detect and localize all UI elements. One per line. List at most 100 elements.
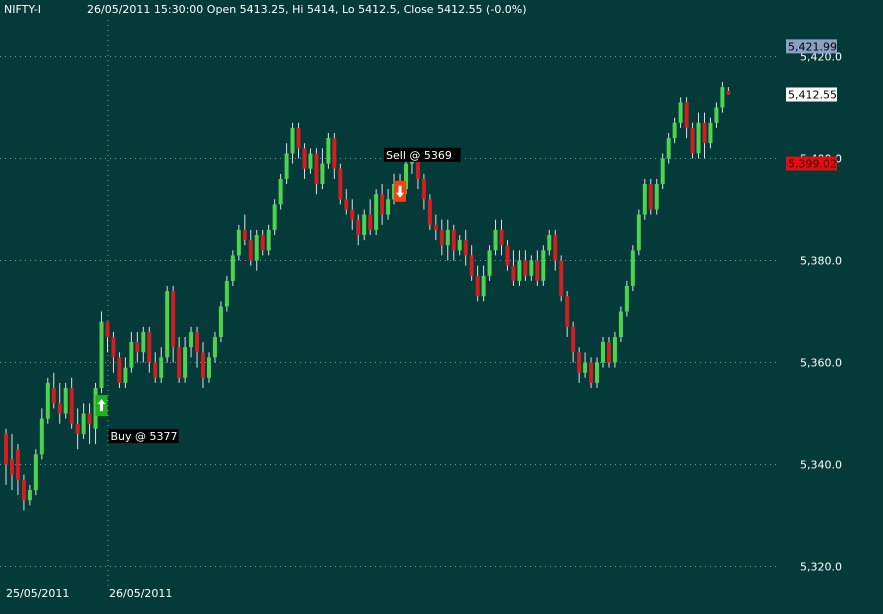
candle — [708, 117, 713, 149]
candle-body — [445, 229, 450, 246]
up-arrow-icon — [97, 399, 106, 412]
candle-body — [296, 127, 301, 149]
down-arrow-icon — [396, 185, 405, 198]
candle — [702, 112, 707, 159]
candle — [577, 347, 582, 383]
candle — [672, 117, 677, 144]
candle-body — [368, 214, 373, 230]
candle — [630, 245, 635, 292]
candle-body — [403, 163, 408, 190]
y-tick-label: 5,340.0 — [800, 459, 842, 472]
candle-body — [302, 148, 307, 169]
candle — [99, 311, 104, 394]
candle-body — [726, 90, 731, 95]
candle-body — [487, 250, 492, 276]
ohlc-info: 26/05/2011 15:30:00 Open 5413.25, Hi 541… — [87, 3, 527, 16]
candle-body — [27, 490, 32, 501]
price-marker-box — [786, 39, 837, 54]
candle — [117, 352, 122, 388]
candle-body — [332, 138, 337, 169]
candle — [523, 250, 528, 281]
candle — [260, 229, 265, 256]
candle — [499, 219, 504, 256]
candle-body — [577, 352, 582, 373]
candle-body — [4, 433, 8, 465]
price-marker-box — [786, 87, 837, 102]
candle-body — [111, 337, 116, 358]
candle-body — [230, 255, 235, 281]
candle-body — [135, 342, 140, 353]
candle — [350, 199, 355, 230]
candle-body — [224, 280, 229, 307]
candle — [57, 382, 62, 424]
candle — [123, 357, 128, 388]
candle — [201, 342, 206, 388]
candle — [386, 189, 391, 220]
candle-body — [648, 184, 653, 210]
candle — [445, 219, 450, 261]
candle — [720, 82, 725, 113]
candle — [547, 229, 552, 256]
candle — [356, 214, 361, 246]
candle — [511, 250, 516, 286]
candle — [75, 408, 80, 450]
candles — [4, 82, 731, 511]
candle-body — [386, 199, 391, 215]
candle-body — [684, 102, 689, 128]
candle — [278, 173, 283, 210]
candle-body — [195, 331, 200, 353]
candle — [69, 377, 74, 429]
candle — [601, 337, 605, 368]
candle — [284, 143, 289, 184]
candle-body — [511, 265, 516, 281]
candle-body — [624, 286, 629, 312]
candle — [159, 347, 164, 383]
buy-label: Buy @ 5377 — [108, 429, 179, 444]
candle — [606, 337, 611, 368]
candle — [535, 250, 540, 286]
candle — [266, 224, 271, 256]
candle — [380, 184, 385, 225]
candle-body — [702, 122, 707, 144]
candle-body — [350, 209, 355, 220]
candle — [648, 178, 653, 215]
candle — [51, 372, 56, 409]
candle-body — [51, 388, 56, 404]
buy-signal-icon — [95, 395, 108, 417]
candle — [242, 214, 247, 246]
candle — [362, 209, 367, 241]
candle-body — [57, 403, 62, 414]
candle-body — [69, 388, 74, 424]
candle-body — [481, 275, 486, 297]
candle — [87, 403, 92, 445]
candle — [690, 122, 695, 159]
candle-body — [380, 194, 385, 215]
candle — [230, 250, 235, 286]
candle-body — [260, 235, 265, 251]
label-box — [108, 429, 179, 444]
candle-body — [595, 362, 600, 383]
candle — [254, 229, 259, 271]
candle-body — [320, 163, 325, 184]
candle — [129, 331, 134, 373]
candle-body — [642, 184, 647, 215]
candle — [332, 133, 337, 179]
candle — [33, 449, 38, 496]
candle — [326, 133, 331, 169]
candle-body — [356, 219, 361, 235]
y-tick-label: 5,380.0 — [800, 255, 842, 268]
candle — [206, 352, 211, 383]
candle-body — [493, 229, 498, 251]
candle-body — [308, 153, 313, 169]
label-text: Buy @ 5377 — [111, 430, 178, 443]
candle-body — [105, 321, 110, 337]
candle — [565, 291, 570, 337]
candle-body — [451, 229, 456, 251]
candle — [439, 219, 444, 256]
price-marker-text: 5,412.55 — [788, 88, 837, 101]
candle-body — [171, 291, 176, 348]
candle — [726, 87, 731, 95]
candle-body — [589, 362, 594, 383]
candle-body — [565, 296, 570, 327]
candle — [696, 112, 701, 159]
